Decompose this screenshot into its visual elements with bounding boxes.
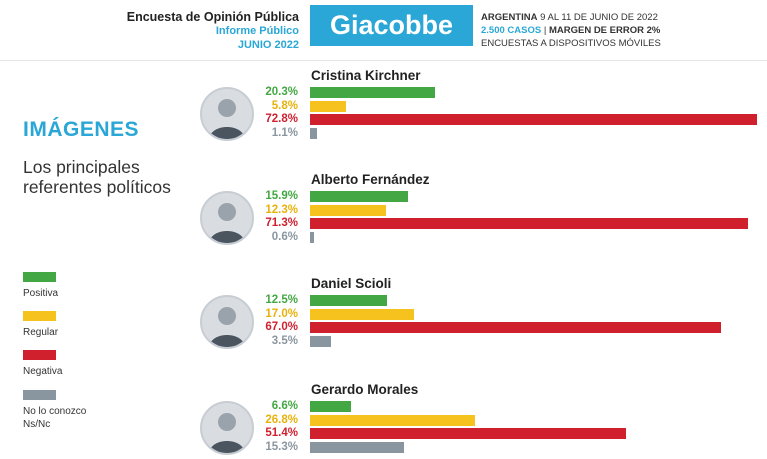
data-label: 71.3%	[265, 217, 298, 230]
report-type: Informe Público	[215, 25, 299, 37]
bar	[310, 191, 408, 202]
survey-header: Encuesta de Opinión Pública Informe Públ…	[127, 10, 299, 52]
legend-label: Negativa	[23, 366, 63, 377]
legend-swatch	[23, 272, 56, 282]
data-label: 0.6%	[271, 230, 298, 243]
bar	[310, 127, 317, 139]
data-label: 67.0%	[265, 321, 298, 334]
person-name: Daniel Scioli	[311, 276, 392, 291]
bar	[310, 401, 351, 412]
bar	[310, 87, 435, 98]
bar	[310, 428, 626, 440]
brand-logo: Giacobbe	[310, 5, 473, 46]
bar	[310, 218, 748, 230]
data-label: 5.8%	[271, 99, 298, 112]
bar	[310, 114, 757, 126]
bar	[310, 204, 386, 216]
legend-item: Positiva	[23, 272, 58, 300]
person-avatar	[200, 401, 254, 455]
bar	[310, 322, 722, 334]
legend-item: Regular	[23, 311, 58, 339]
person-name: Cristina Kirchner	[311, 68, 421, 83]
survey-dates: 9 AL 11 DE JUNIO DE 2022	[537, 12, 658, 23]
bar	[310, 231, 314, 243]
bar	[310, 308, 415, 320]
report-date: JUNIO 2022	[237, 39, 299, 51]
legend-swatch	[23, 311, 56, 321]
section-title: IMÁGENES	[23, 118, 140, 141]
bar	[310, 335, 332, 347]
survey-cases: 2.500 CASOS	[481, 25, 542, 36]
data-label: 6.6%	[271, 400, 298, 412]
survey-method: ENCUESTAS A DISPOSITIVOS MÓVILES	[481, 38, 661, 49]
data-label: 51.4%	[265, 427, 298, 440]
data-label: 3.5%	[271, 334, 298, 347]
data-label: 72.8%	[265, 113, 298, 126]
section-subtitle: Los principales referentes políticos	[23, 157, 171, 197]
legend-swatch	[23, 390, 56, 400]
survey-title: Encuesta de Opinión Pública	[126, 10, 299, 24]
person-avatar	[200, 191, 254, 245]
legend-item: Negativa	[23, 350, 62, 378]
legend-item: No lo conozco Ns/Nc	[23, 390, 86, 431]
legend-label: No lo conozco Ns/Nc	[23, 406, 87, 430]
bar	[310, 100, 346, 112]
person-avatar	[200, 295, 254, 349]
data-label: 12.3%	[265, 203, 298, 216]
legend-swatch	[23, 350, 56, 360]
data-label: 12.5%	[265, 294, 298, 306]
data-label: 17.0%	[265, 307, 298, 320]
legend-label: Positiva	[23, 288, 59, 299]
separator: |	[541, 25, 549, 36]
data-label: 15.9%	[265, 190, 298, 202]
bar	[310, 414, 475, 426]
survey-margin: MARGEN DE ERROR 2%	[548, 25, 661, 36]
legend-label: Regular	[23, 327, 59, 338]
data-label: 26.8%	[265, 413, 298, 426]
survey-details: ARGENTINA 9 AL 11 DE JUNIO DE 2022 2.500…	[481, 11, 661, 50]
data-label: 15.3%	[265, 440, 298, 453]
bar	[310, 295, 387, 306]
data-label: 20.3%	[265, 86, 298, 98]
person-name: Gerardo Morales	[311, 382, 419, 397]
data-label: 1.1%	[271, 126, 298, 139]
survey-country: ARGENTINA	[481, 12, 538, 23]
bar	[310, 441, 404, 453]
header-divider	[0, 60, 767, 61]
person-avatar	[200, 87, 254, 141]
person-name: Alberto Fernández	[311, 172, 430, 187]
